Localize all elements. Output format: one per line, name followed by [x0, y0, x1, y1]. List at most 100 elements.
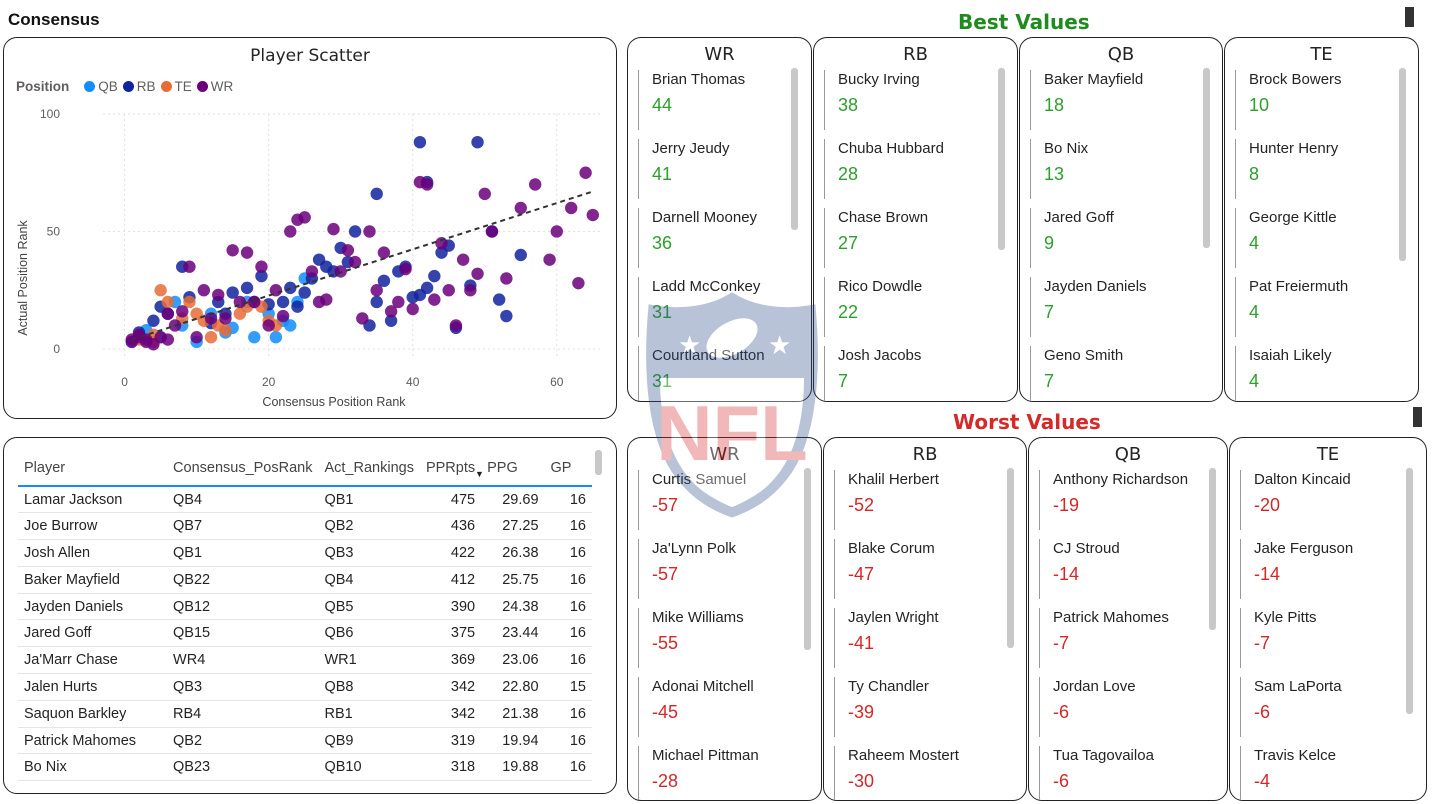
- table-row[interactable]: Joe Burrow QB7 QB2 436 27.25 16: [18, 512, 592, 541]
- value-card-item[interactable]: Isaiah Likely 4: [1235, 346, 1332, 401]
- table-row[interactable]: Saquon Barkley RB4 RB1 342 21.38 16: [18, 700, 592, 728]
- card-scrollbar[interactable]: [791, 68, 798, 230]
- scatter-point-wr[interactable]: [363, 225, 376, 238]
- value-card-item[interactable]: Rico Dowdle 22: [824, 277, 922, 337]
- scatter-point-rb[interactable]: [500, 309, 513, 323]
- scatter-point-qb[interactable]: [248, 331, 261, 344]
- scatter-point-rb[interactable]: [420, 281, 434, 295]
- scatter-point-wr[interactable]: [262, 319, 275, 332]
- value-card-item[interactable]: Baker Mayfield 18: [1030, 70, 1143, 130]
- scatter-point-wr[interactable]: [456, 253, 470, 266]
- table-row[interactable]: Jayden Daniels QB12 QB5 390 24.38 16: [18, 593, 592, 621]
- value-card-item[interactable]: Travis Kelce -4: [1240, 746, 1336, 800]
- scatter-point-wr[interactable]: [572, 276, 585, 290]
- scatter-point-wr[interactable]: [284, 225, 297, 238]
- scatter-point-wr[interactable]: [190, 331, 203, 344]
- scatter-point-wr[interactable]: [384, 305, 398, 318]
- scatter-point-wr[interactable]: [528, 178, 542, 191]
- column-header-pprpts[interactable]: PPRpts: [419, 450, 482, 487]
- table-row[interactable]: Bo Nix QB23 QB10 318 19.88 16: [18, 753, 592, 782]
- scatter-point-wr[interactable]: [240, 246, 254, 259]
- value-card-item[interactable]: Ladd McConkey 31: [638, 277, 760, 337]
- value-card-item[interactable]: Bucky Irving 38: [824, 70, 920, 130]
- value-card-item[interactable]: Pat Freiermuth 4: [1235, 277, 1348, 337]
- column-header-ppg[interactable]: PPG: [481, 450, 545, 487]
- value-card-item[interactable]: George Kittle 4: [1235, 208, 1337, 268]
- scatter-point-rb[interactable]: [514, 248, 527, 262]
- scatter-point-wr[interactable]: [327, 222, 340, 236]
- scatter-point-rb[interactable]: [147, 314, 160, 327]
- table-row[interactable]: Baker Mayfield QB22 QB4 412 25.75 16: [18, 566, 592, 594]
- card-scrollbar[interactable]: [1406, 468, 1413, 714]
- value-card-item[interactable]: Chuba Hubbard 28: [824, 139, 944, 199]
- card-scrollbar[interactable]: [1203, 68, 1210, 248]
- value-card-item[interactable]: Dalton Kincaid -20: [1240, 470, 1351, 530]
- value-card-item[interactable]: Hunter Henry 8: [1235, 139, 1338, 199]
- value-card-item[interactable]: Chase Brown 27: [824, 208, 928, 268]
- value-card-item[interactable]: Anthony Richardson -19: [1039, 470, 1188, 530]
- scatter-point-wr[interactable]: [420, 178, 434, 191]
- legend-label-wr[interactable]: WR: [210, 79, 234, 94]
- scatter-point-wr[interactable]: [298, 211, 311, 224]
- scatter-point-wr[interactable]: [464, 284, 477, 297]
- scatter-point-wr[interactable]: [471, 267, 484, 280]
- scatter-point-wr[interactable]: [161, 307, 175, 320]
- scatter-point-wr[interactable]: [543, 253, 556, 266]
- scatter-point-wr[interactable]: [550, 225, 563, 238]
- value-card-item[interactable]: Ty Chandler -39: [834, 677, 929, 737]
- scatter-point-wr[interactable]: [478, 187, 491, 201]
- scatter-point-wr[interactable]: [514, 201, 527, 215]
- scatter-point-qb[interactable]: [269, 331, 283, 344]
- scatter-point-wr[interactable]: [449, 319, 463, 332]
- card-scrollbar[interactable]: [1399, 68, 1406, 261]
- scatter-point-wr[interactable]: [320, 293, 333, 306]
- scatter-point-wr[interactable]: [255, 260, 268, 273]
- value-card-item[interactable]: Raheem Mostert -30: [834, 746, 959, 800]
- legend-label-te[interactable]: TE: [174, 79, 192, 94]
- table-scrollbar[interactable]: [595, 450, 602, 475]
- scatter-point-wr[interactable]: [183, 260, 196, 273]
- value-card-item[interactable]: Courtland Sutton 31: [638, 346, 765, 401]
- scatter-point-te[interactable]: [204, 331, 218, 344]
- legend-label-rb[interactable]: RB: [136, 79, 156, 94]
- scatter-point-wr[interactable]: [219, 312, 232, 325]
- value-card-item[interactable]: Jayden Daniels 7: [1030, 277, 1147, 337]
- scatter-point-rb[interactable]: [384, 314, 398, 327]
- card-scrollbar[interactable]: [998, 68, 1005, 250]
- scatter-point-rb[interactable]: [370, 187, 383, 201]
- scatter-point-wr[interactable]: [442, 284, 455, 297]
- scatter-point-rb[interactable]: [428, 269, 441, 283]
- value-card-item[interactable]: Tua Tagovailoa -6: [1039, 746, 1154, 800]
- table-row[interactable]: Josh Allen QB1 QB3 422 26.38 16: [18, 539, 592, 567]
- scatter-point-wr[interactable]: [564, 201, 578, 215]
- scatter-point-wr[interactable]: [140, 333, 153, 346]
- scatter-point-wr[interactable]: [500, 272, 513, 285]
- scatter-point-rb[interactable]: [226, 286, 239, 299]
- value-card-item[interactable]: Khalil Herbert -52: [834, 470, 939, 530]
- scatter-point-wr[interactable]: [586, 208, 599, 222]
- value-card-item[interactable]: Bo Nix 13: [1030, 139, 1088, 199]
- scatter-point-wr[interactable]: [176, 305, 189, 318]
- value-card-item[interactable]: Ja'Lynn Polk -57: [638, 539, 736, 599]
- scatter-point-rb[interactable]: [291, 300, 304, 313]
- scatter-point-rb[interactable]: [240, 281, 254, 295]
- scatter-point-te[interactable]: [219, 323, 232, 337]
- value-card-item[interactable]: Michael Pittman -28: [638, 746, 759, 800]
- column-header-gp[interactable]: GP: [544, 450, 592, 487]
- scatter-point-wr[interactable]: [341, 244, 355, 257]
- sort-desc-icon[interactable]: ▼: [475, 469, 484, 479]
- value-card-item[interactable]: Jerry Jeudy 41: [638, 139, 730, 199]
- scatter-point-rb[interactable]: [348, 225, 362, 238]
- value-card-item[interactable]: Kyle Pitts -7: [1240, 608, 1317, 668]
- table-row[interactable]: Patrick Mahomes QB2 QB9 319 19.94 16: [18, 727, 592, 755]
- value-card-item[interactable]: Geno Smith 7: [1030, 346, 1123, 401]
- scatter-point-rb[interactable]: [471, 135, 484, 149]
- scatter-point-wr[interactable]: [370, 284, 383, 297]
- scatter-point-wr[interactable]: [356, 312, 369, 325]
- scatter-point-rb[interactable]: [377, 274, 391, 288]
- column-header-act_rankings[interactable]: Act_Rankings: [318, 450, 420, 487]
- scatter-point-wr[interactable]: [435, 237, 448, 250]
- value-card-item[interactable]: Sam LaPorta -6: [1240, 677, 1342, 737]
- value-card-item[interactable]: Patrick Mahomes -7: [1039, 608, 1169, 668]
- value-card-item[interactable]: Blake Corum -47: [834, 539, 935, 599]
